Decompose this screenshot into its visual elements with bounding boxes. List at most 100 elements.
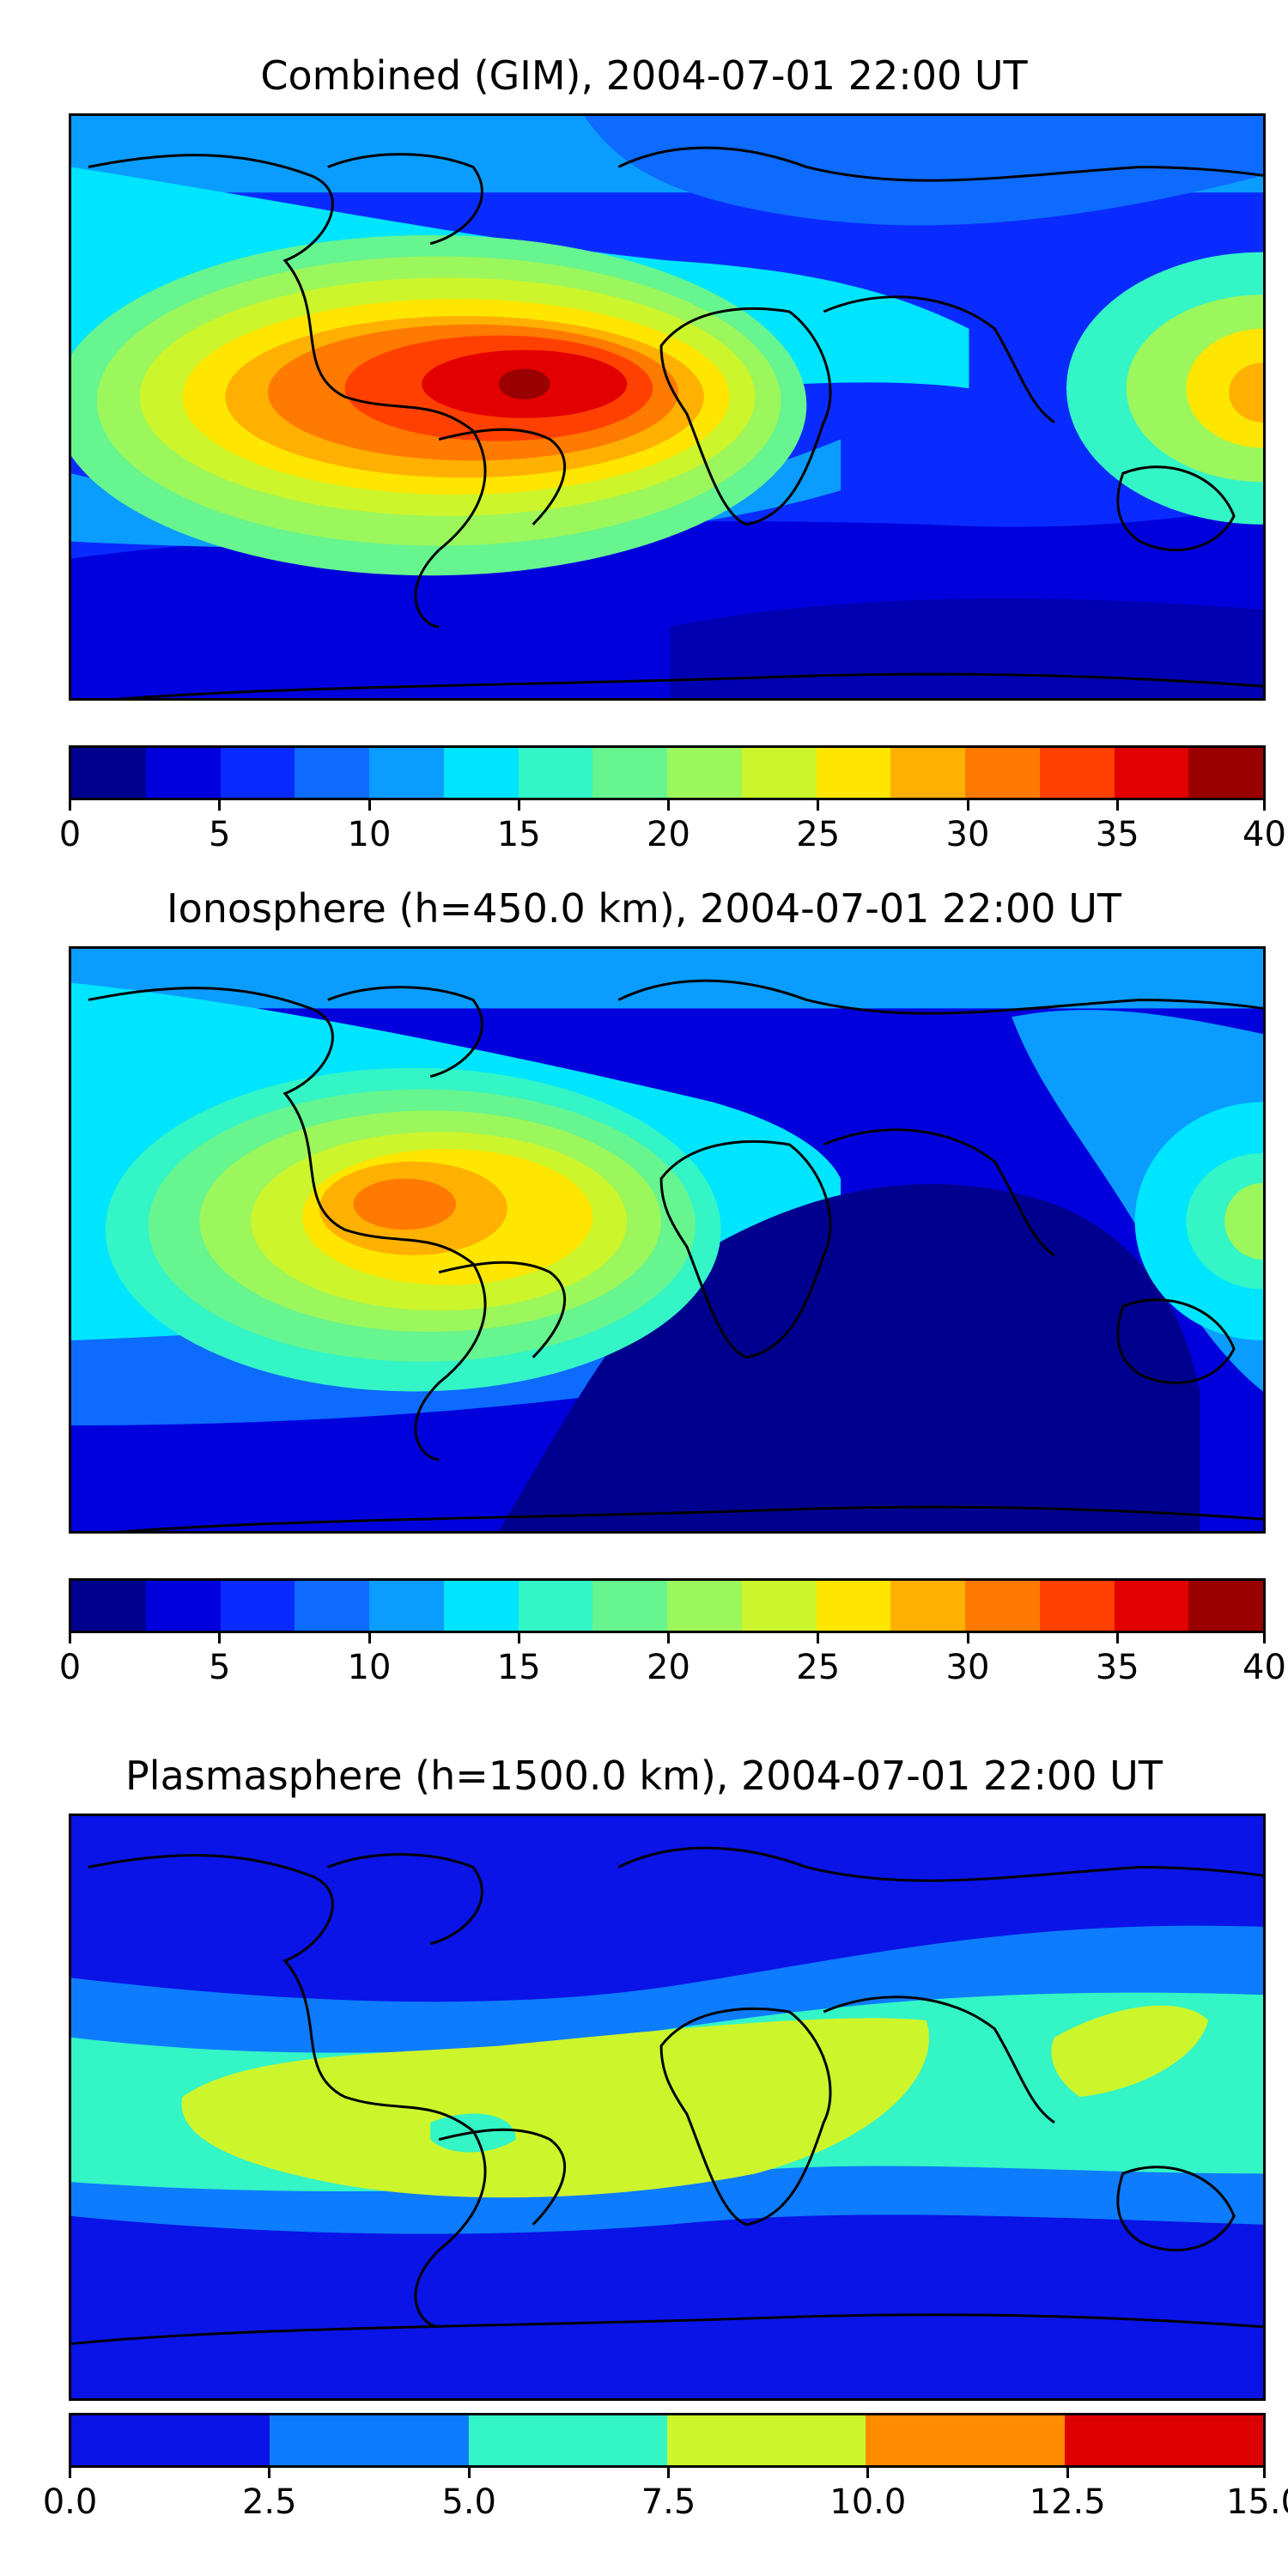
colorbar-segment	[518, 1581, 593, 1631]
colorbar-tick-label: 10.0	[829, 2482, 907, 2522]
colorbar-segment	[1064, 2415, 1263, 2465]
colorbar-segment	[518, 748, 593, 798]
colorbar	[69, 2413, 1266, 2468]
contour-band	[1224, 1182, 1263, 1260]
colorbar-tick-label: 35	[1095, 815, 1139, 854]
colorbar-tick	[218, 1633, 222, 1643]
panel-ionosphere: Ionosphere (h=450.0 km), 2004-07-01 22:0…	[0, 859, 1288, 1717]
colorbar-segment	[220, 1581, 295, 1631]
tec-map-svg	[71, 1816, 1263, 2398]
colorbar-segment	[270, 2415, 469, 2465]
colorbar-tick	[817, 800, 820, 811]
colorbar-tick-label: 5	[209, 1648, 231, 1687]
colorbar-tick-label: 0	[58, 815, 82, 854]
colorbar-segment	[741, 1581, 817, 1631]
colorbar-segment	[866, 2415, 1065, 2465]
panel-title: Combined (GIM), 2004-07-01 22:00 UT	[260, 52, 1028, 99]
colorbar-segment	[890, 1581, 965, 1631]
colorbar-tick	[1115, 800, 1119, 811]
colorbar-tick	[866, 2468, 870, 2478]
panel-combined-gim: Combined (GIM), 2004-07-01 22:00 UT	[0, 0, 1288, 859]
panel-plasmasphere: Plasmasphere (h=1500.0 km), 2004-07-01 2…	[0, 1717, 1288, 2576]
panel-title: Plasmasphere (h=1500.0 km), 2004-07-01 2…	[125, 1753, 1163, 1799]
contour-band	[181, 2018, 930, 2198]
colorbar-tick	[667, 1633, 670, 1643]
contour-band	[669, 598, 1263, 698]
colorbar-segment	[468, 2415, 667, 2465]
colorbar-tick	[817, 1633, 820, 1643]
colorbar-segment	[443, 748, 519, 798]
colorbar-tick-label: 15	[496, 1648, 541, 1687]
colorbar-segment	[1188, 748, 1263, 798]
tec-map-plasmasphere	[69, 1814, 1266, 2401]
colorbar-tick-label: 12.5	[1029, 2482, 1106, 2522]
coastlines	[88, 979, 1263, 1531]
colorbar-segment	[965, 748, 1040, 798]
colorbar-tick-label: 2.5	[241, 2482, 297, 2522]
colorbar-segment	[667, 748, 742, 798]
colorbar-segment	[145, 748, 221, 798]
colorbar-tick	[368, 800, 371, 811]
colorbar-segment	[592, 1581, 667, 1631]
colorbar-tick-label: 40	[1242, 815, 1286, 854]
colorbar-segment	[71, 1581, 146, 1631]
colorbar-segment	[890, 748, 965, 798]
colorbar-segment	[1114, 748, 1189, 798]
colorbar-segment	[741, 748, 817, 798]
colorbar-segment	[816, 748, 891, 798]
colorbar-tick-label: 7.5	[641, 2482, 696, 2522]
colorbar-tick-label: 10	[347, 1648, 392, 1687]
colorbar-tick-label: 15.0	[1225, 2482, 1288, 2522]
colorbar-tick-label: 30	[945, 1648, 990, 1687]
colorbar-segment	[145, 1581, 221, 1631]
colorbar-segment	[1188, 1581, 1263, 1631]
coastlines	[88, 146, 1263, 698]
colorbar-segment	[443, 1581, 519, 1631]
contour-band	[353, 1178, 457, 1230]
colorbar-tick-label: 35	[1095, 1648, 1139, 1687]
colorbar-segment	[592, 748, 667, 798]
colorbar-tick	[467, 2468, 471, 2478]
colorbar-tick-label: 0.0	[42, 2482, 98, 2522]
colorbar-tick-label: 5	[209, 815, 231, 854]
tec-map-svg	[71, 116, 1263, 698]
colorbar-tick-label: 0	[58, 1648, 82, 1687]
colorbar-segment	[816, 1581, 891, 1631]
colorbar-tick	[69, 2468, 71, 2478]
colorbar-tick-label: 20	[647, 815, 690, 854]
colorbar	[69, 1578, 1266, 1633]
tec-map-ionosphere	[69, 946, 1266, 1534]
colorbar-segment	[71, 748, 146, 798]
colorbar-tick-label: 10	[347, 815, 392, 854]
tec-map-svg	[71, 949, 1263, 1531]
colorbar-tick	[268, 2468, 271, 2478]
colorbar-tick	[517, 1633, 520, 1643]
tec-map-combined	[69, 113, 1266, 701]
colorbar-tick	[1263, 800, 1266, 811]
colorbar-tick	[966, 800, 969, 811]
contour-band	[498, 368, 550, 400]
colorbar-tick	[1115, 1633, 1119, 1643]
colorbar-segment	[220, 748, 295, 798]
colorbar-tick-label: 15	[496, 815, 541, 854]
colorbar-tick	[1263, 1633, 1266, 1643]
colorbar-tick	[667, 800, 670, 811]
colorbar-segment	[666, 2415, 866, 2465]
colorbar-segment	[295, 1581, 369, 1631]
colorbar-tick	[218, 800, 222, 811]
contour-band	[1051, 2005, 1209, 2098]
contour-band	[584, 116, 1263, 226]
colorbar-segment	[1039, 748, 1115, 798]
colorbar-tick	[69, 800, 71, 811]
colorbar-tick	[966, 1633, 969, 1643]
colorbar-tick-label: 20	[647, 1648, 690, 1687]
colorbar-segment	[369, 1581, 444, 1631]
colorbar-tick	[517, 800, 520, 811]
contour-band	[1186, 328, 1263, 448]
panel-title: Ionosphere (h=450.0 km), 2004-07-01 22:0…	[167, 885, 1121, 932]
colorbar-segment	[965, 1581, 1040, 1631]
colorbar-tick-label: 5.0	[441, 2482, 496, 2522]
colorbar	[69, 745, 1266, 800]
coastlines	[71, 1846, 1263, 2346]
colorbar-tick-label: 25	[796, 1648, 841, 1687]
